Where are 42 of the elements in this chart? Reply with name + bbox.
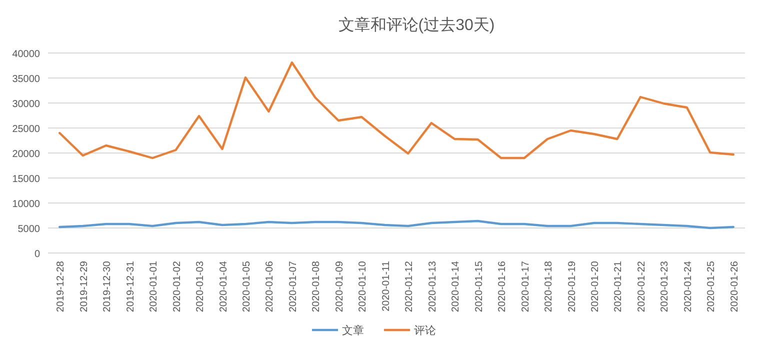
legend-label: 文章 [342, 324, 364, 337]
x-tick-label: 2020-01-18 [544, 260, 555, 312]
x-tick-label: 2020-01-22 [636, 260, 648, 312]
x-tick-label: 2019-12-29 [78, 260, 90, 312]
y-tick-label: 30000 [12, 99, 40, 110]
y-tick-label: 35000 [12, 74, 40, 85]
x-tick-label: 2019-12-31 [125, 260, 136, 312]
x-tick-label: 2020-01-05 [241, 260, 252, 312]
x-tick-label: 2020-01-13 [427, 260, 438, 312]
x-tick-label: 2020-01-01 [148, 260, 160, 312]
x-tick-label: 2020-01-09 [334, 260, 346, 312]
y-tick-label: 5000 [18, 224, 40, 235]
x-tick-label: 2020-01-12 [404, 260, 416, 312]
x-tick-label: 2020-01-19 [566, 260, 578, 312]
x-tick-label: 2019-12-28 [56, 260, 67, 312]
x-tick-label: 2019-12-30 [102, 260, 114, 312]
x-tick-label: 2020-01-16 [497, 260, 508, 312]
x-tick-label: 2020-01-25 [706, 260, 718, 312]
y-tick-label: 10000 [12, 199, 40, 210]
x-tick-label: 2020-01-08 [311, 260, 322, 312]
x-tick-label: 2020-01-04 [218, 260, 230, 312]
y-tick-label: 15000 [12, 174, 40, 185]
x-tick-label: 2020-01-03 [195, 260, 206, 312]
y-tick-label: 20000 [12, 149, 40, 160]
x-tick-label: 2020-01-07 [288, 260, 299, 312]
chart-title: 文章和评论(过去30天) [338, 16, 495, 34]
x-tick-label: 2020-01-23 [660, 260, 671, 312]
x-tick-label: 2020-01-15 [474, 260, 485, 312]
x-tick-label: 2020-01-26 [729, 260, 740, 312]
x-tick-label: 2020-01-14 [450, 260, 462, 312]
x-tick-label: 2020-01-11 [380, 260, 392, 312]
x-tick-label: 2020-01-20 [590, 260, 601, 312]
x-tick-label: 2020-01-24 [682, 260, 694, 312]
y-tick-label: 40000 [12, 49, 40, 60]
x-tick-label: 2020-01-17 [520, 260, 532, 312]
y-tick-label: 0 [34, 249, 40, 260]
y-tick-label: 25000 [12, 124, 40, 135]
x-tick-label: 2020-01-10 [358, 260, 369, 312]
x-tick-label: 2020-01-21 [613, 260, 624, 312]
x-tick-label: 2020-01-02 [172, 260, 183, 312]
legend-label: 评论 [414, 325, 436, 337]
x-tick-label: 2020-01-06 [264, 260, 276, 312]
